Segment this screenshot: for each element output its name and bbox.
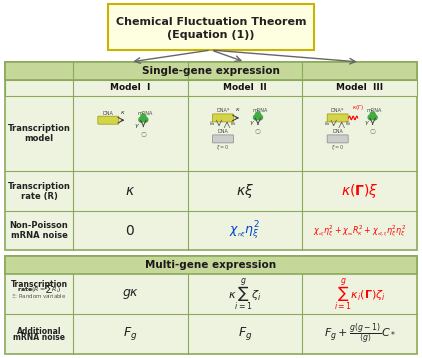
Text: $\chi_{_{n\xi}}\eta^2_\xi$: $\chi_{_{n\xi}}\eta^2_\xi$	[230, 220, 260, 242]
Bar	[108, 4, 314, 50]
Text: $F_g$: $F_g$	[123, 325, 138, 343]
FancyBboxPatch shape	[213, 114, 233, 122]
Text: $\kappa\sum_{i=1}^{g}\zeta_i$: $\kappa\sum_{i=1}^{g}\zeta_i$	[228, 276, 262, 312]
Text: $\Xi$: Random variable: $\Xi$: Random variable	[11, 292, 67, 300]
Text: $\gamma$: $\gamma$	[134, 122, 141, 130]
Text: $\chi_{_{n\xi}}\eta^2_\xi+\chi_{_{n\kappa}}R^2_\kappa+\chi_{_{n\xi,\xi}}\eta^2_\: $\chi_{_{n\xi}}\eta^2_\xi+\chi_{_{n\kapp…	[313, 223, 406, 238]
Text: Transcription: Transcription	[11, 280, 68, 289]
Text: $\kappa$: $\kappa$	[120, 109, 126, 116]
Text: DNA*: DNA*	[216, 108, 230, 113]
Text: Model  I: Model I	[110, 83, 151, 92]
FancyBboxPatch shape	[327, 135, 348, 143]
Text: mRNA noise: mRNA noise	[13, 334, 65, 343]
Bar	[5, 256, 417, 354]
Text: $\varnothing$: $\varnothing$	[369, 126, 376, 136]
Text: $k_a$: $k_a$	[209, 120, 216, 129]
FancyBboxPatch shape	[327, 114, 348, 122]
Text: mRNA: mRNA	[367, 108, 382, 113]
Text: Transcription
rate (R): Transcription rate (R)	[8, 182, 70, 201]
Text: DNA: DNA	[332, 129, 343, 134]
Text: $\varnothing$: $\varnothing$	[140, 129, 147, 139]
Circle shape	[143, 117, 148, 122]
Text: $\sum_{i=1}^{g}\kappa_i(\mathbf{\Gamma})\zeta_i$: $\sum_{i=1}^{g}\kappa_i(\mathbf{\Gamma})…	[334, 276, 385, 312]
Text: Non-Poisson
mRNA noise: Non-Poisson mRNA noise	[10, 221, 68, 241]
Text: $\xi=0$: $\xi=0$	[331, 144, 344, 153]
Text: Multi-gene expression: Multi-gene expression	[146, 260, 276, 270]
Bar	[5, 62, 417, 250]
Text: $F_g+\frac{g(g-1)}{\langle g\rangle}C_*$: $F_g+\frac{g(g-1)}{\langle g\rangle}C_*$	[324, 321, 396, 347]
Text: $g\kappa$: $g\kappa$	[122, 287, 139, 301]
Circle shape	[368, 115, 373, 120]
Text: mRNA: mRNA	[252, 108, 268, 113]
Text: mRNA: mRNA	[138, 111, 153, 116]
Text: DNA: DNA	[218, 129, 228, 134]
Text: $\kappa(\Gamma)$: $\kappa(\Gamma)$	[352, 103, 364, 112]
Text: $k_a$: $k_a$	[324, 120, 331, 129]
Text: $\kappa\xi$: $\kappa\xi$	[236, 183, 254, 200]
Text: Model  III: Model III	[336, 83, 383, 92]
Text: $k_d$: $k_d$	[345, 120, 352, 129]
Circle shape	[141, 114, 146, 119]
FancyBboxPatch shape	[98, 116, 119, 124]
Circle shape	[370, 112, 375, 117]
Text: Model  II: Model II	[223, 83, 267, 92]
Text: Additional: Additional	[17, 326, 61, 335]
Bar	[5, 80, 417, 96]
Text: rate$(R=\sum_i^g R_i)$: rate$(R=\sum_i^g R_i)$	[17, 280, 61, 300]
Text: Single-gene expression: Single-gene expression	[142, 66, 280, 76]
Text: Chemical Fluctuation Theorem: Chemical Fluctuation Theorem	[116, 17, 306, 27]
Circle shape	[139, 117, 144, 122]
FancyBboxPatch shape	[213, 135, 233, 143]
Bar	[5, 256, 417, 274]
Text: DNA*: DNA*	[331, 108, 344, 113]
Text: $\gamma$: $\gamma$	[249, 120, 255, 127]
Text: DNA: DNA	[103, 111, 114, 116]
Text: $k_d$: $k_d$	[230, 120, 237, 129]
Text: $\gamma$: $\gamma$	[364, 120, 370, 127]
Circle shape	[372, 115, 377, 120]
Circle shape	[255, 112, 260, 117]
Text: $\varnothing$: $\varnothing$	[254, 126, 262, 136]
Text: $\xi=0$: $\xi=0$	[216, 144, 230, 153]
Text: $\kappa(\mathbf{\Gamma})\xi$: $\kappa(\mathbf{\Gamma})\xi$	[341, 183, 379, 200]
Text: Transcription
model: Transcription model	[8, 124, 70, 144]
Text: $0$: $0$	[125, 224, 135, 238]
Text: $F_g$: $F_g$	[238, 325, 252, 343]
Circle shape	[257, 115, 262, 120]
Text: (Equation (1)): (Equation (1))	[167, 30, 255, 40]
Text: $\kappa$: $\kappa$	[235, 106, 240, 113]
Text: $\kappa$: $\kappa$	[125, 184, 135, 198]
Bar	[5, 62, 417, 80]
Circle shape	[254, 115, 259, 120]
